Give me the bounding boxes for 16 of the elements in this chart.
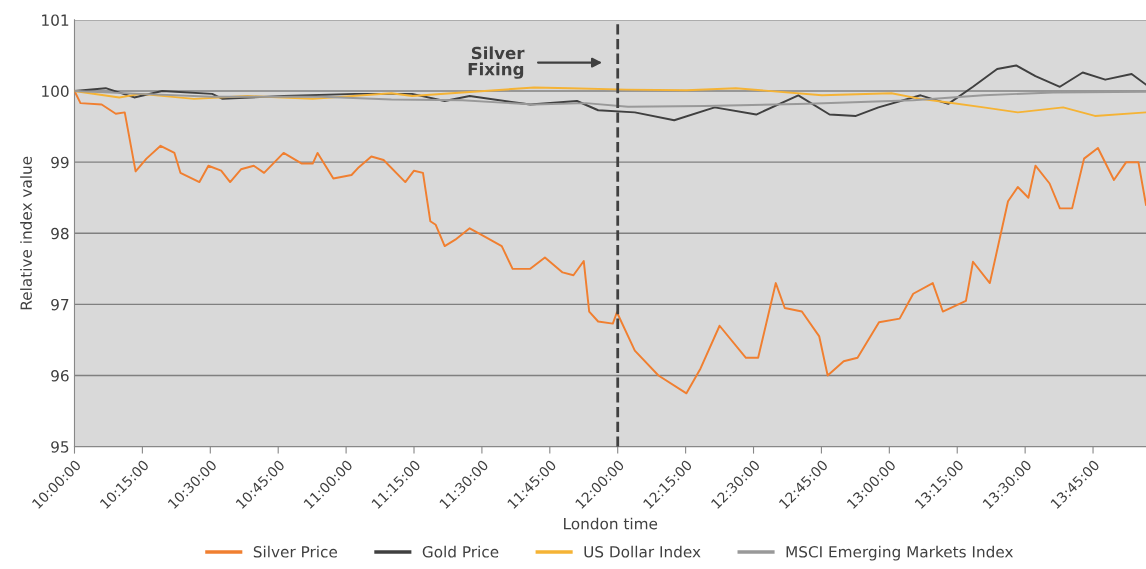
y-tick-label: 95 [51, 441, 69, 453]
legend-label: US Dollar Index [584, 545, 701, 558]
y-tick-label: 96 [51, 370, 69, 382]
y-tick-label: 98 [51, 227, 69, 240]
y-tick-label: 100 [42, 85, 69, 98]
legend-label: Silver Price [253, 545, 338, 558]
legend-label: MSCI Emerging Markets Index [786, 545, 1014, 561]
line-series [74, 90, 1146, 108]
y-axis-title: Relative index value [20, 156, 32, 310]
y-tick-label: 101 [42, 14, 69, 26]
annotation: Silver Fixing [468, 46, 525, 79]
legend-label: Gold Price [422, 545, 499, 558]
x-axis-title: London time [564, 517, 658, 530]
y-tick-label: 97 [51, 298, 69, 311]
line-series [74, 90, 1146, 395]
y-tick-label: 99 [51, 156, 69, 169]
